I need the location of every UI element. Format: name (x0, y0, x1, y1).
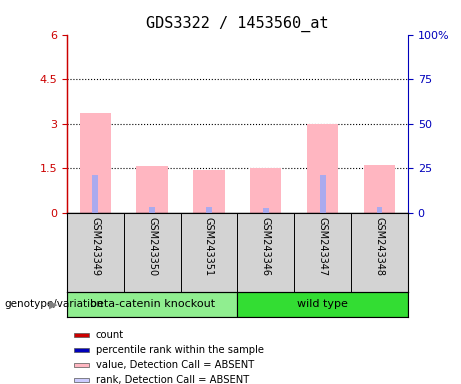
Text: wild type: wild type (297, 299, 348, 310)
Text: GSM243350: GSM243350 (147, 217, 157, 276)
Bar (206, 207, 212, 213)
Text: GSM243349: GSM243349 (90, 217, 100, 276)
Text: value, Detection Call = ABSENT: value, Detection Call = ABSENT (96, 360, 254, 370)
Bar (364, 165, 395, 213)
Bar (320, 175, 325, 213)
Text: rank, Detection Call = ABSENT: rank, Detection Call = ABSENT (96, 375, 249, 384)
Bar (74, 348, 89, 352)
Text: GSM243347: GSM243347 (318, 217, 328, 276)
Text: percentile rank within the sample: percentile rank within the sample (96, 345, 264, 355)
Bar (237, 292, 408, 317)
Text: count: count (96, 330, 124, 340)
Bar (149, 207, 155, 213)
Text: genotype/variation: genotype/variation (5, 299, 104, 310)
Bar (307, 124, 338, 213)
Text: beta-catenin knockout: beta-catenin knockout (89, 299, 215, 310)
Bar (74, 363, 89, 367)
Bar (377, 207, 382, 213)
Text: GSM243351: GSM243351 (204, 217, 214, 276)
Bar (92, 175, 98, 213)
Text: ▶: ▶ (49, 299, 58, 310)
Bar (136, 166, 168, 213)
Bar (80, 113, 111, 213)
Bar (193, 170, 225, 213)
Bar (74, 333, 89, 337)
Bar (250, 169, 282, 213)
Title: GDS3322 / 1453560_at: GDS3322 / 1453560_at (146, 16, 329, 32)
Bar (74, 378, 89, 382)
Bar (67, 292, 237, 317)
Text: GSM243346: GSM243346 (261, 217, 271, 276)
Text: GSM243348: GSM243348 (374, 217, 384, 276)
Bar (263, 208, 269, 213)
